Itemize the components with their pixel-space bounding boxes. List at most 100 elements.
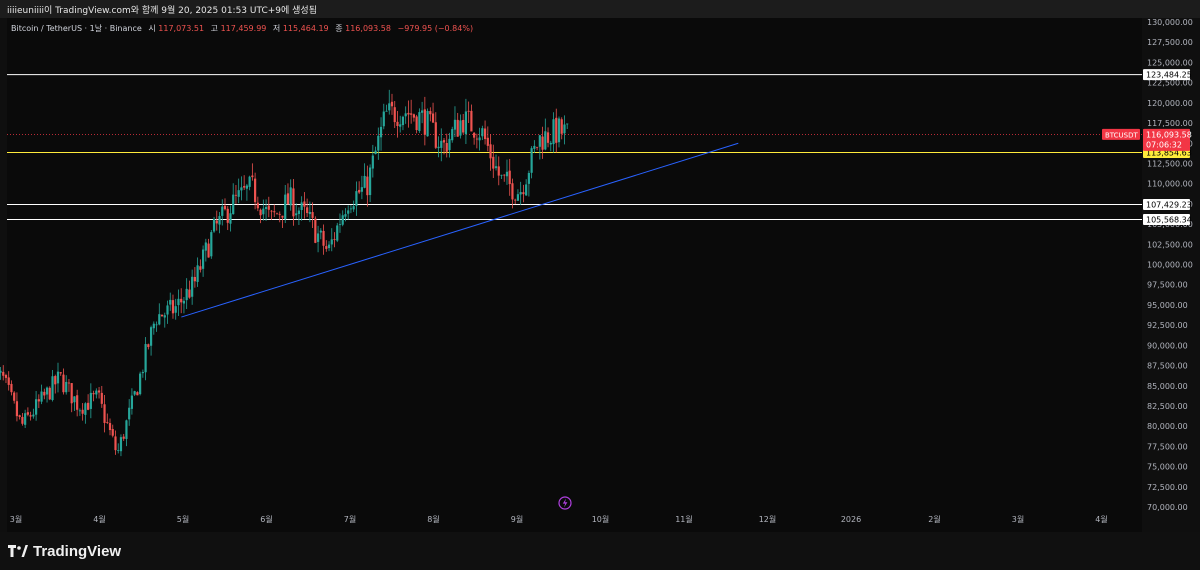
candle-body xyxy=(234,194,238,196)
candle-body xyxy=(563,124,566,134)
time-tick-label: 10월 xyxy=(592,514,610,524)
candle-body xyxy=(322,230,325,246)
symbol-tag-label: BTCUSDT xyxy=(1105,131,1139,139)
price-tick-label: 122,500.00 xyxy=(1147,79,1193,88)
candle-body xyxy=(84,403,87,415)
candle-body xyxy=(399,124,402,127)
candle-body xyxy=(557,118,561,143)
candle-body xyxy=(0,370,2,373)
candle-body xyxy=(308,211,311,215)
price-tick-label: 110,000.00 xyxy=(1147,180,1193,189)
candle-body xyxy=(489,144,492,159)
candle-body xyxy=(306,207,309,214)
candle-body xyxy=(254,178,257,203)
candle-body xyxy=(87,402,90,410)
candle-body xyxy=(166,305,169,315)
candle-body xyxy=(185,288,188,301)
candle-body xyxy=(505,171,509,177)
candle-body xyxy=(494,166,498,169)
last-price-tag xyxy=(1143,128,1190,151)
lightning-icon[interactable] xyxy=(558,496,572,510)
candle-body xyxy=(483,128,487,140)
candle-body xyxy=(404,113,407,117)
symbol-tag xyxy=(1102,128,1140,140)
candle-body xyxy=(218,216,221,225)
candle-body xyxy=(199,266,202,270)
price-axis-bg xyxy=(1142,18,1200,532)
candle-body xyxy=(267,205,270,210)
tradingview-logo-icon xyxy=(8,545,28,557)
candle-body xyxy=(65,381,68,393)
trendline[interactable] xyxy=(181,142,739,318)
candle-body xyxy=(401,116,405,126)
candle-body xyxy=(396,121,399,127)
candle-body xyxy=(525,184,528,196)
candle-body xyxy=(59,372,62,374)
price-chart[interactable]: Bitcoin / TetherUS · 1날 · Binance 시 117,… xyxy=(0,0,1200,532)
legend-low-label: 저 xyxy=(273,24,280,33)
chart-area[interactable] xyxy=(7,18,1193,532)
time-tick-label: 3월 xyxy=(1012,514,1024,524)
candle-body xyxy=(368,167,372,196)
candle-body xyxy=(448,138,451,151)
candle-body xyxy=(538,135,541,147)
candle-body xyxy=(81,409,84,414)
candle-body xyxy=(445,143,448,152)
candle-body xyxy=(275,213,279,215)
candle-body xyxy=(119,437,123,452)
candle-body xyxy=(423,109,426,135)
candle-body xyxy=(237,190,240,197)
candle-body xyxy=(338,224,342,226)
candle-body xyxy=(546,132,550,143)
legend-close-label: 종 xyxy=(335,24,342,33)
candle-body xyxy=(245,185,248,189)
candle-body xyxy=(412,114,415,118)
candle-body xyxy=(221,206,224,216)
candle-body xyxy=(527,172,530,184)
candle-body xyxy=(552,119,555,145)
candle-body xyxy=(330,239,333,245)
candle-body xyxy=(319,230,322,233)
candle-body xyxy=(418,112,421,131)
candle-body xyxy=(470,110,473,132)
price-tick-label: 112,500.00 xyxy=(1147,159,1193,168)
time-tick-label: 2월 xyxy=(928,514,940,524)
candle-body xyxy=(223,205,227,210)
candle-body xyxy=(292,188,295,217)
horizontal-levels xyxy=(7,74,1142,220)
candle-body xyxy=(40,391,43,402)
candle-body xyxy=(212,219,216,232)
candle-body xyxy=(196,265,199,282)
legend-close-value: 116,093.58 xyxy=(345,24,391,33)
candle-body xyxy=(18,415,21,417)
candle-body xyxy=(169,299,172,305)
candle-body xyxy=(182,300,186,304)
candle-body xyxy=(141,372,144,374)
candle-body xyxy=(160,314,164,317)
candle-body xyxy=(128,407,131,420)
candle-body xyxy=(158,314,161,325)
candle-body xyxy=(155,324,158,326)
snapshot-caption: iiiieuniiii이 TradingView.com와 함께 9월 20, … xyxy=(7,6,317,16)
candle-body xyxy=(7,377,10,385)
candle-body xyxy=(535,146,539,148)
candle-body xyxy=(475,138,478,140)
candle-body xyxy=(533,145,536,149)
candle-body xyxy=(407,112,410,115)
candle-body xyxy=(426,110,429,137)
candle-body xyxy=(284,194,287,220)
time-axis[interactable]: 3월 4월 5월 6월 7월 8월 9월 10월 11월 12월 2026 2월 3월 4월 xyxy=(10,514,1108,524)
candle-body xyxy=(2,371,5,376)
candle-body xyxy=(462,119,465,133)
candle-body xyxy=(180,298,183,303)
candle-body xyxy=(78,410,81,412)
candle-body xyxy=(541,136,544,150)
candle-body xyxy=(37,399,40,402)
candle-body xyxy=(303,201,306,207)
price-tick-label: 117,500.00 xyxy=(1147,119,1193,128)
candle-body xyxy=(497,166,500,176)
price-axis[interactable]: 130,000.00 127,500.00 125,000.00 122,500.00… xyxy=(1142,18,1200,532)
candle-body xyxy=(379,126,383,138)
candle-body xyxy=(62,374,65,393)
time-tick-label: 11월 xyxy=(675,514,693,524)
